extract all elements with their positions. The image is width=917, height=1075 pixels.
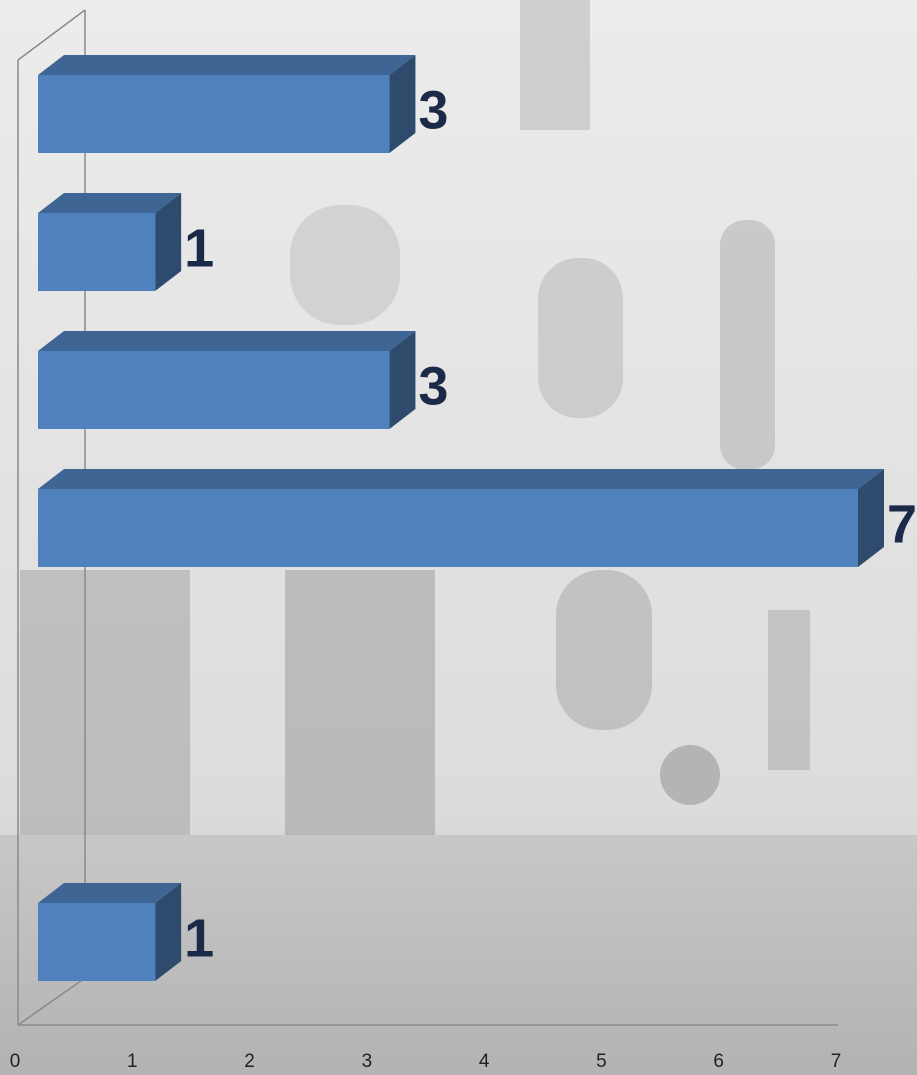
data-label: 1 [184,908,214,968]
data-label: 3 [418,356,448,416]
bar-top [38,55,415,75]
page: {"chart_data": {"type": "bar3d", "orient… [0,0,917,1075]
bar-front [38,213,155,291]
x-tick-label: 2 [244,1051,255,1072]
bar-front [38,903,155,981]
bar-front [38,75,389,153]
chart: 31371 01234567 [0,0,917,1075]
data-label: 3 [418,80,448,140]
bar-front [38,489,858,567]
x-tick-label: 4 [479,1051,490,1072]
x-tick-label: 7 [831,1051,842,1072]
data-label: 1 [184,218,214,278]
bar [38,469,884,567]
bar [38,331,415,429]
x-tick-label: 6 [713,1051,724,1072]
x-tick-label: 1 [127,1051,138,1072]
bar-top [38,331,415,351]
x-tick-label: 5 [596,1051,607,1072]
bar-top [38,469,884,489]
data-label: 7 [887,494,917,554]
x-tick-label: 0 [10,1051,21,1072]
x-tick-label: 3 [362,1051,373,1072]
bar [38,193,181,291]
bar [38,55,415,153]
bar-front [38,351,389,429]
bar [38,883,181,981]
